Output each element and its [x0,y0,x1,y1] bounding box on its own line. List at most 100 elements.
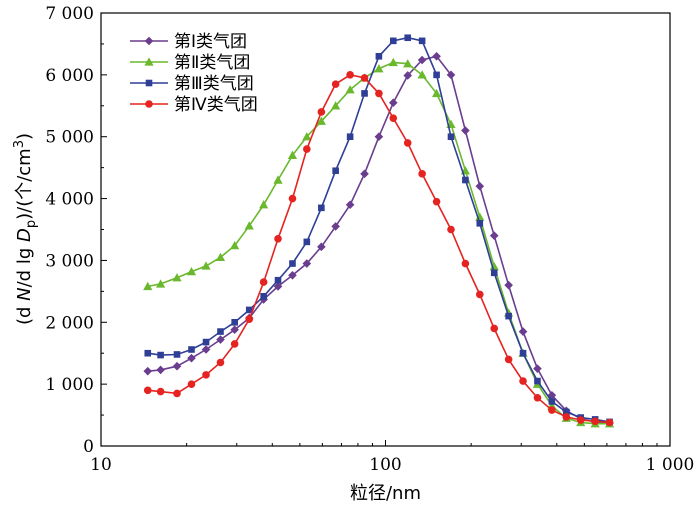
data-point [187,353,196,363]
data-point [201,261,211,270]
data-point [144,349,152,357]
x-tick-label: 100 [369,455,401,475]
data-point [346,71,354,79]
series-3 [144,34,613,426]
data-point [418,37,426,45]
legend-label: 第Ⅳ类气团 [174,95,258,115]
data-point [446,70,456,80]
data-point [417,70,427,79]
data-point [360,169,369,179]
data-point [230,325,239,335]
data-point [202,338,210,346]
data-point [431,88,442,98]
data-point [403,139,412,147]
data-point [504,280,513,290]
data-point [433,71,440,79]
data-point [273,175,283,184]
data-point [244,221,254,230]
x-axis-title: 粒径/nm [350,483,421,504]
data-point [388,98,398,107]
legend-marker [145,79,153,87]
data-point [461,126,470,135]
data-point [534,377,541,385]
data-point [489,262,499,271]
data-point [230,340,239,348]
data-point [259,200,269,209]
data-point [201,345,211,354]
data-point [331,101,341,110]
series-1 [143,52,614,428]
data-point [331,222,340,231]
y-tick-label: 1 000 [45,375,94,395]
data-point [143,366,153,376]
data-point [289,260,296,267]
legend-entry: 第Ⅱ类气团 [130,53,250,73]
data-point [375,53,383,60]
data-point [388,57,398,67]
data-point [533,393,542,402]
data-point [287,150,298,159]
data-point [475,181,485,191]
data-point [432,52,441,61]
data-point [273,282,283,291]
data-point [302,259,312,268]
data-point [188,346,195,353]
legend-label: 第Ⅱ类气团 [174,53,250,73]
data-point [533,364,542,373]
data-point [317,242,326,252]
data-point [187,380,196,388]
data-point [462,176,469,184]
legend-marker [144,57,154,66]
data-point [360,74,369,82]
data-point [331,80,340,88]
data-point [317,108,326,116]
series-layer [143,34,615,428]
data-point [215,252,226,262]
data-point [518,327,528,336]
data-point [548,398,556,405]
data-point [504,355,513,364]
data-point [489,231,499,240]
data-point [346,133,354,141]
data-point [475,290,484,299]
data-point [216,335,225,344]
data-point [403,59,413,68]
data-point [245,315,254,323]
x-tick-label: 10 [90,455,112,475]
data-point [375,89,383,98]
data-point [202,371,210,379]
data-point [318,204,325,212]
data-point [476,220,484,227]
data-point [447,133,455,141]
data-point [302,132,312,141]
y-tick-label: 5 000 [45,128,94,148]
data-point [259,278,268,286]
data-point [217,328,224,335]
data-point [490,269,498,277]
data-point [156,387,165,396]
data-point [332,167,339,175]
data-point [288,270,297,280]
legend-marker [144,36,154,46]
data-point [418,170,426,178]
legend-entry: 第Ⅳ类气团 [130,95,258,115]
data-point [548,406,556,414]
data-point [173,351,181,358]
data-point [519,349,527,357]
data-point [562,413,571,421]
data-point [345,85,355,94]
data-point [288,194,297,203]
y-tick-label: 0 [83,437,94,457]
data-point [274,234,282,243]
data-point [245,306,253,314]
data-point [186,266,197,276]
data-point [156,279,166,288]
data-point [403,71,413,80]
data-point [316,116,326,125]
data-point [231,318,238,326]
data-point [562,408,570,416]
data-point [230,240,240,250]
legend-label: 第Ⅰ类气团 [174,32,247,52]
